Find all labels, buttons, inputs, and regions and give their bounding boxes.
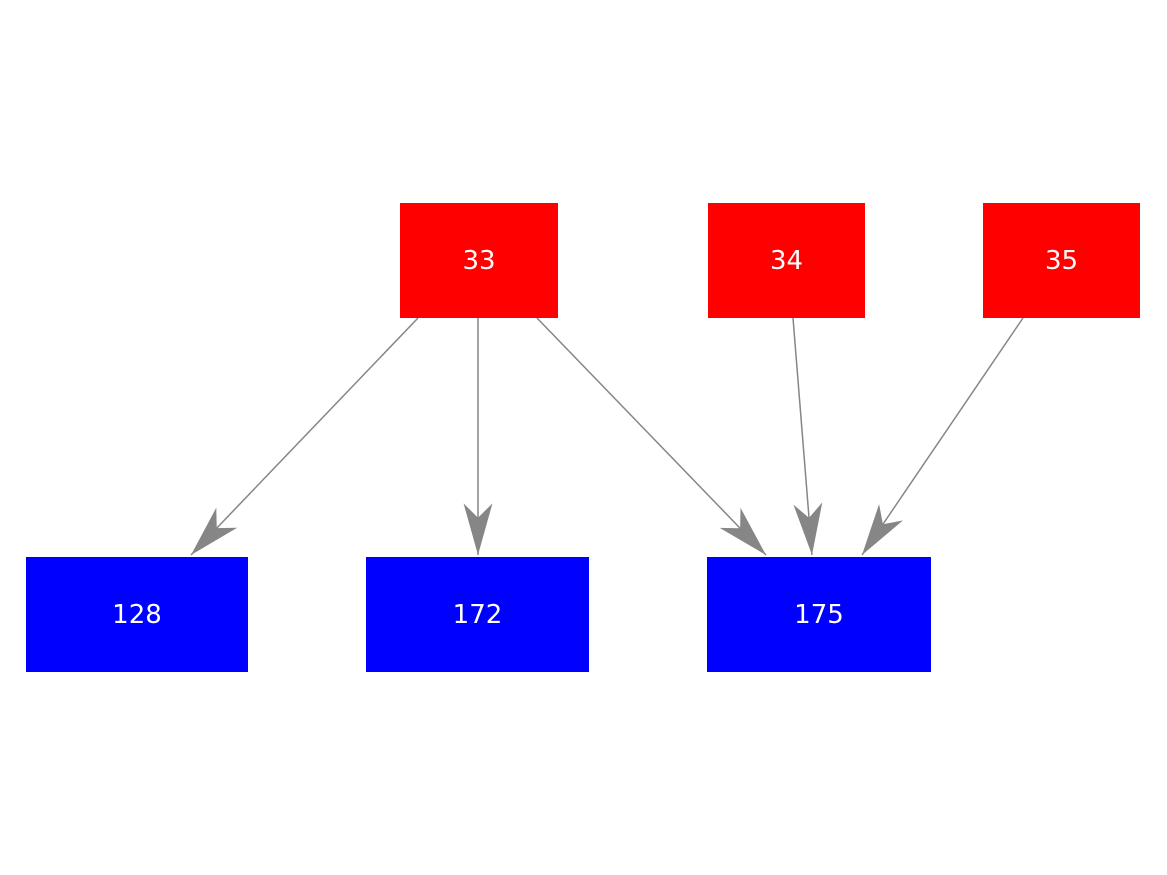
node-34: 34 [708, 203, 865, 318]
edge-33-to-128 [190, 317, 419, 556]
node-35: 35 [983, 203, 1140, 318]
node-175: 175 [707, 557, 931, 672]
node-33: 33 [400, 203, 558, 318]
node-128: 128 [26, 557, 248, 672]
node-172: 172 [366, 557, 589, 672]
edge-35-to-175 [861, 317, 1024, 556]
edge-34-to-175 [792, 317, 823, 556]
edge-33-to-175 [536, 317, 767, 556]
